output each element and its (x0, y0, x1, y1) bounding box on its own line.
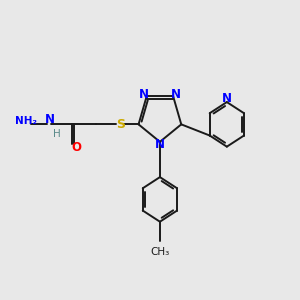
Text: H: H (53, 129, 61, 139)
Text: S: S (116, 118, 125, 131)
Text: N: N (139, 88, 149, 101)
Text: N: N (171, 88, 181, 101)
Text: N: N (155, 138, 165, 151)
Text: N: N (45, 113, 55, 126)
Text: N: N (222, 92, 232, 105)
Text: CH₃: CH₃ (150, 247, 170, 257)
Text: O: O (71, 141, 81, 154)
Text: NH₂: NH₂ (15, 116, 37, 126)
